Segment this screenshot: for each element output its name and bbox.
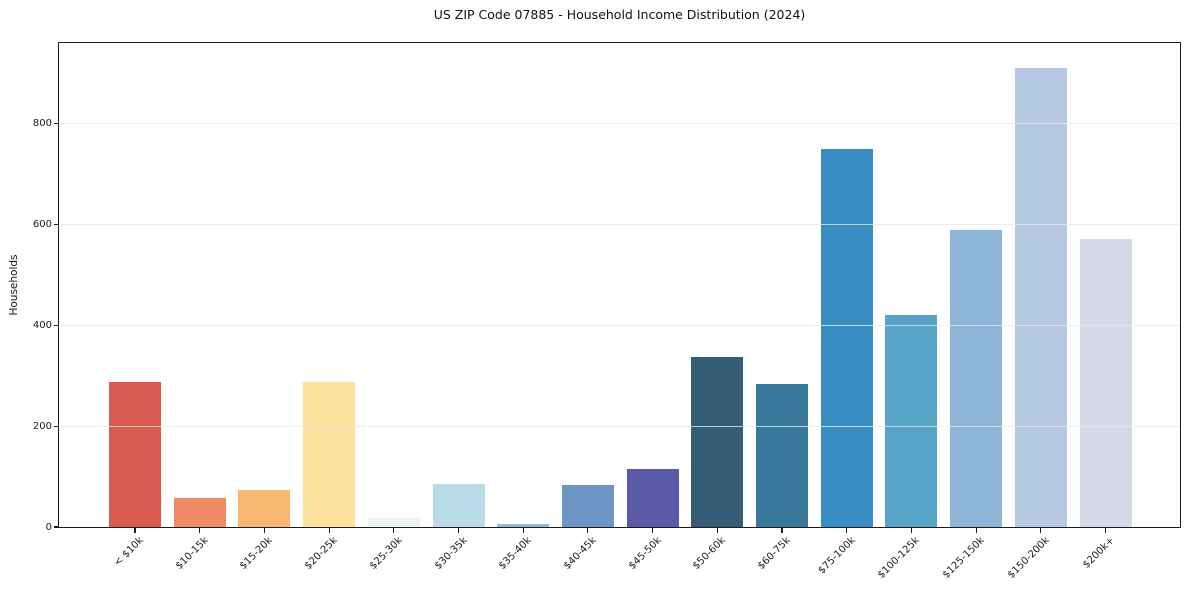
- gridline: [59, 224, 1180, 225]
- bar: [303, 382, 356, 527]
- plot-border-right: [1180, 41, 1182, 529]
- gridline: [59, 324, 1180, 326]
- y-tick-mark: [54, 526, 59, 528]
- x-tick-mark: [652, 528, 654, 533]
- bar: [1079, 238, 1132, 527]
- x-tick-mark: [910, 528, 912, 533]
- bar: [1014, 68, 1067, 527]
- x-tick-mark: [781, 528, 783, 533]
- gridline: [59, 425, 1180, 427]
- y-tick-label: 400: [32, 319, 52, 331]
- bar: [497, 524, 550, 527]
- y-tick-label: 200: [32, 420, 52, 432]
- bar: [367, 517, 420, 527]
- plot-border-left: [57, 41, 59, 529]
- x-tick-mark: [134, 528, 136, 533]
- y-axis-label: Households: [8, 254, 20, 316]
- plot-border-top: [57, 41, 1182, 43]
- bar: [173, 498, 226, 527]
- y-tick-mark: [54, 223, 59, 226]
- x-tick-mark: [846, 528, 848, 533]
- y-tick-label: 600: [32, 219, 52, 230]
- bar: [950, 229, 1003, 527]
- bar: [561, 485, 614, 527]
- y-tick-mark: [54, 324, 59, 326]
- x-tick-mark: [328, 528, 330, 533]
- bar: [756, 384, 808, 527]
- x-tick-mark: [975, 528, 977, 533]
- y-tick-mark: [54, 123, 59, 125]
- y-tick-label: 0: [45, 521, 52, 533]
- x-tick-mark: [457, 528, 460, 533]
- x-tick-mark: [1040, 528, 1042, 533]
- chart-title: US ZIP Code 07885 - Household Income Dis…: [433, 7, 806, 22]
- bar: [691, 356, 744, 527]
- y-tick-mark: [54, 425, 59, 427]
- bar: [238, 490, 291, 527]
- y-tick-label: 800: [32, 118, 52, 130]
- plot-border-bottom: [57, 527, 1182, 529]
- bar: [885, 315, 938, 527]
- x-tick-mark: [587, 528, 589, 533]
- x-tick-mark: [393, 528, 395, 533]
- bar: [432, 484, 485, 527]
- x-tick-label: < $10k: [112, 535, 146, 569]
- bar: [820, 148, 873, 527]
- bar: [109, 382, 161, 527]
- x-tick-mark: [522, 528, 524, 533]
- x-tick-mark: [1104, 528, 1107, 533]
- gridline: [59, 123, 1180, 125]
- bar: [626, 469, 679, 527]
- x-tick-mark: [263, 528, 265, 533]
- x-tick-mark: [716, 528, 718, 533]
- x-tick-mark: [199, 528, 201, 533]
- plot-area: [59, 43, 1180, 527]
